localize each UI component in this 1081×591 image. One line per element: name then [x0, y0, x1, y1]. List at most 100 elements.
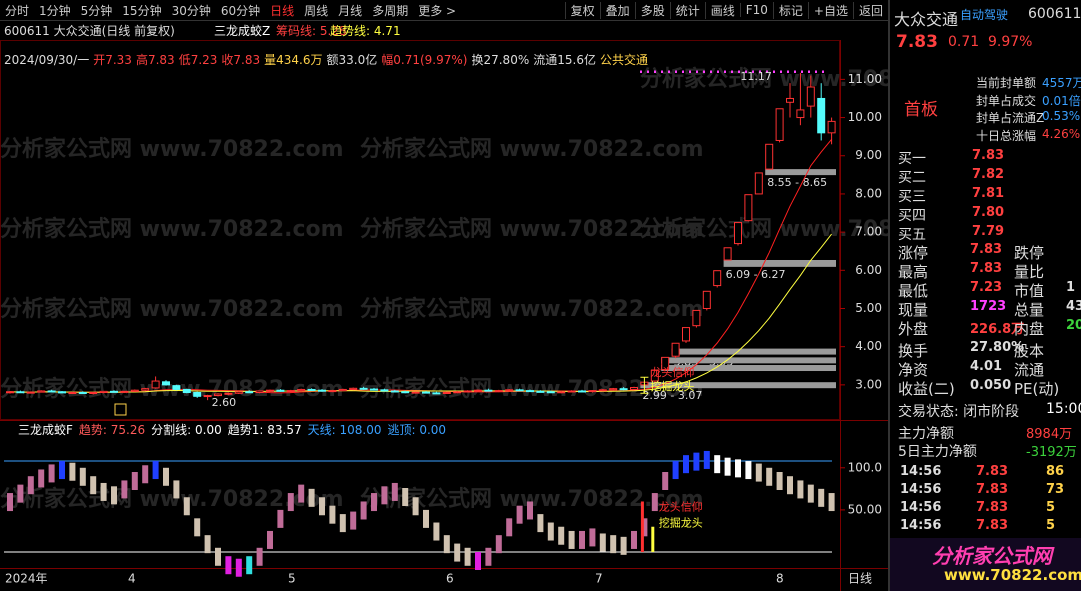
- seal-label: 封单占流通Z: [976, 111, 1045, 125]
- candle-body: [463, 390, 472, 393]
- quote-field: 幅0.71(9.97%): [381, 53, 468, 67]
- tick-field: 73: [1046, 482, 1065, 497]
- y-tick-label: 10.00: [848, 110, 882, 124]
- period-tab[interactable]: 5分钟: [80, 3, 113, 18]
- trend-bar: [579, 530, 585, 549]
- indicator-legend: 三龙成蛟F 趋势: 75.26 分割线: 0.00 趋势1: 83.57 天线: 108…: [18, 421, 446, 438]
- candle-body: [650, 369, 659, 382]
- period-tab[interactable]: 月线: [338, 3, 363, 18]
- candle-body: [141, 388, 150, 391]
- action-button[interactable]: 返回: [852, 1, 888, 19]
- logo: [890, 538, 1081, 591]
- action-button[interactable]: 复权: [564, 1, 600, 19]
- stat-field: 流通: [1014, 361, 1045, 379]
- y-tick-label: 7.00: [855, 225, 882, 239]
- y-tick-label: 9.00: [855, 148, 882, 162]
- action-button[interactable]: F10: [739, 3, 773, 17]
- candle-body: [713, 270, 722, 287]
- candle-body: [515, 389, 524, 392]
- watermark: 分析家公式网 www.70822.com: [0, 216, 344, 242]
- period-tab[interactable]: 分时: [5, 3, 30, 18]
- period-tab[interactable]: 多周期: [372, 3, 409, 18]
- logo-url: www.70822.com: [944, 566, 1081, 584]
- legend-value: 0.00: [419, 423, 447, 437]
- period-tab[interactable]: 60分钟: [220, 3, 261, 18]
- trend-bar: [755, 463, 762, 482]
- y-tick-label: 50.00: [848, 502, 882, 516]
- candle-body: [307, 388, 316, 391]
- candle-body: [359, 387, 368, 390]
- y-tick-label: 3.00: [855, 377, 882, 391]
- period-tab[interactable]: 周线: [304, 3, 329, 18]
- candle-body: [172, 385, 181, 390]
- candle-body: [692, 309, 701, 327]
- candle-body: [6, 391, 14, 394]
- candle-body: [484, 389, 493, 392]
- trend-bar: [215, 547, 221, 566]
- gap-zone: [661, 357, 836, 364]
- quote-field: 公共交通: [599, 53, 648, 67]
- legend-name: 分割线: [151, 423, 188, 437]
- trend-bar: [267, 530, 273, 549]
- status-time: 15:00: [1046, 401, 1081, 417]
- period-tab[interactable]: 30分钟: [171, 3, 211, 18]
- candle-body: [338, 388, 347, 392]
- candle-body: [432, 392, 441, 395]
- action-button[interactable]: 多股: [634, 1, 670, 19]
- bid-price: 7.79: [972, 224, 1005, 239]
- action-button[interactable]: +自选: [807, 1, 853, 19]
- gap-zone: [661, 365, 836, 372]
- signal-label: 挖掘龙头: [659, 515, 703, 529]
- trend-bar: [537, 514, 544, 533]
- trend-bar: [69, 462, 76, 481]
- flow-label: 主力净额: [898, 426, 954, 442]
- trend-bar: [90, 476, 97, 495]
- stat-field: 1: [1066, 280, 1076, 295]
- trend-bar: [506, 518, 513, 537]
- candle-body: [442, 392, 451, 395]
- low-label: 2.60: [212, 396, 237, 409]
- tick-field: 14:56: [900, 482, 942, 497]
- trend-bar: [797, 480, 804, 499]
- action-button[interactable]: 标记: [772, 1, 808, 19]
- period-tab[interactable]: 1分钟: [39, 3, 71, 18]
- action-button[interactable]: 画线: [704, 1, 740, 19]
- stat-field: 7.83: [970, 242, 1003, 257]
- trend-bar: [672, 461, 679, 480]
- y-tick-label: 5.00: [855, 301, 882, 315]
- trend-bar: [381, 486, 388, 505]
- stat-field: 20: [1066, 318, 1081, 333]
- candle-body: [193, 392, 202, 397]
- trend-bar: [100, 482, 107, 501]
- trend-bar: [142, 465, 149, 484]
- tick-field: 7.83: [976, 464, 1009, 479]
- bid-price: 7.81: [972, 186, 1005, 201]
- candle-body: [47, 390, 56, 393]
- seal-value: 4557万: [1042, 76, 1081, 90]
- period-tab[interactable]: 日线: [270, 3, 295, 18]
- trend-bar: [443, 535, 450, 554]
- trend-bar: [662, 472, 669, 490]
- x-tick-label: 4: [128, 572, 136, 586]
- action-button[interactable]: 叠加: [599, 1, 635, 19]
- quote-panel: 大众交通 自动驾驶 600611 7.83 0.71 9.97% 首板 当前封单额 4557万封…: [888, 0, 1081, 591]
- trend-bar: [17, 484, 24, 503]
- trend-bar: [703, 450, 710, 469]
- y-tick-label: 6.00: [855, 263, 882, 277]
- tick-field: 14:56: [900, 518, 942, 533]
- signal-label: 龙头信仰: [650, 365, 694, 379]
- period-tab[interactable]: 更多 >: [418, 3, 457, 18]
- bid-label: 买五: [898, 227, 926, 243]
- symbol-line: 600611 大众交通(日线 前复权): [4, 24, 175, 38]
- period-tab[interactable]: 15分钟: [122, 3, 162, 18]
- candle-body: [671, 342, 680, 357]
- stat-field: 涨停: [898, 244, 929, 262]
- bid-label: 买四: [898, 208, 926, 224]
- candle-body: [328, 390, 337, 393]
- trend-bar: [568, 530, 575, 549]
- tick-field: 5: [1046, 500, 1056, 515]
- trend-bar: [360, 501, 367, 520]
- watermark: 分析家公式网 www.70822.com: [0, 136, 344, 162]
- action-button[interactable]: 统计: [669, 1, 705, 19]
- legend-item: 趋势1: 83.57: [227, 423, 302, 437]
